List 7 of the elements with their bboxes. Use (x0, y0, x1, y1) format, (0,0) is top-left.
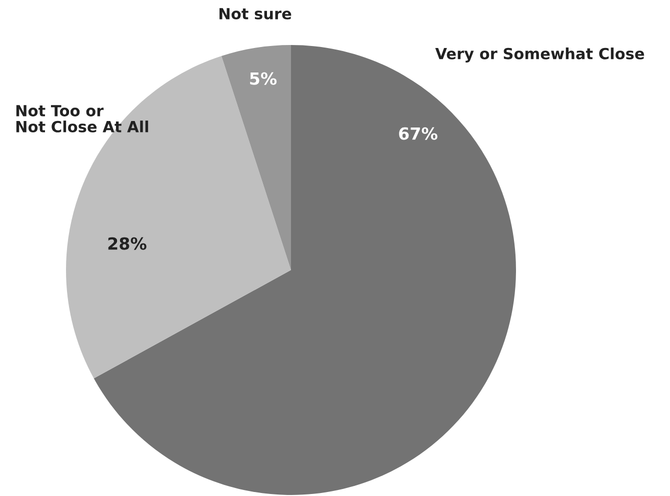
data-label: 67% (399, 127, 438, 140)
data-label: 5% (250, 72, 277, 85)
slice-label: Not Too or Not Close At All (16, 105, 148, 132)
slice-label: Not sure (220, 8, 292, 20)
slice-label: Very or Somewhat Close (435, 48, 644, 62)
data-label: 28% (108, 237, 146, 250)
pie-slice (221, 45, 291, 270)
